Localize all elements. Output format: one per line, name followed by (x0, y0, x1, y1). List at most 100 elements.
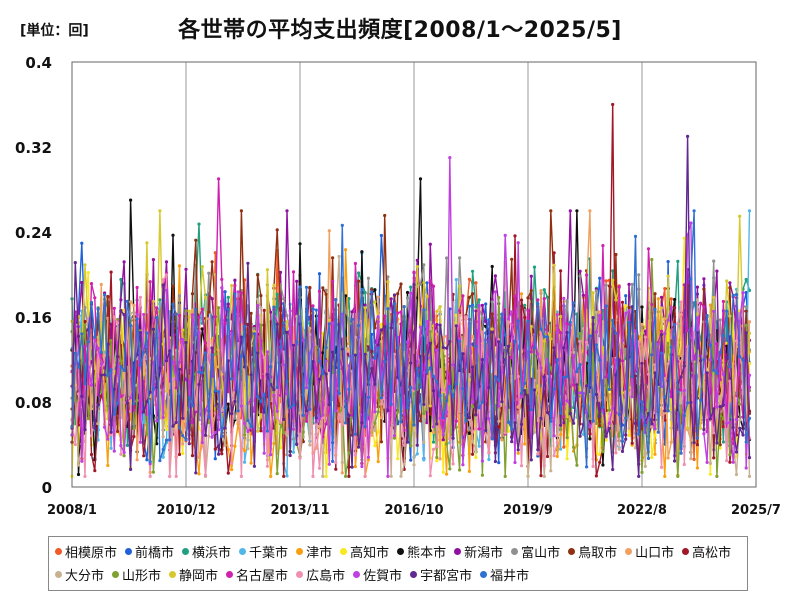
series-point (158, 209, 162, 213)
series-point (581, 327, 586, 331)
series-point (119, 309, 123, 313)
series-point (438, 394, 442, 398)
series-point (197, 382, 201, 387)
series-point (187, 442, 191, 446)
series-point (252, 332, 256, 336)
series-point (285, 474, 289, 478)
series-point (500, 370, 504, 374)
series-point (666, 409, 670, 413)
series-point (396, 311, 400, 315)
series-point (76, 472, 81, 477)
series-point (122, 368, 126, 372)
series-point (474, 344, 478, 349)
series-point (676, 390, 680, 394)
series-point (402, 443, 406, 447)
series-point (607, 387, 612, 391)
series-point (73, 351, 77, 356)
series-point (376, 343, 380, 347)
series-point (334, 467, 338, 471)
series-point (129, 300, 133, 304)
series-point (539, 474, 543, 478)
series-point (721, 363, 726, 367)
series-point (155, 316, 159, 320)
series-point (210, 353, 214, 357)
series-point (484, 319, 488, 323)
series-point (278, 306, 283, 310)
series-point (213, 251, 217, 255)
series-point (226, 302, 230, 306)
series-point (428, 279, 432, 283)
series-point (581, 404, 586, 408)
series-point (575, 209, 579, 213)
series-point (383, 314, 387, 318)
series-point (565, 457, 569, 461)
series-point (448, 467, 452, 471)
series-point (155, 306, 159, 310)
series-point (422, 402, 426, 406)
series-point (337, 412, 341, 416)
series-point (353, 335, 357, 339)
series-point (643, 329, 647, 333)
series-point (630, 441, 634, 445)
series-point (614, 252, 618, 257)
series-point (686, 329, 690, 333)
legend-label: 鳥取市 (578, 546, 618, 561)
series-point (233, 416, 237, 420)
series-point (213, 430, 217, 435)
series-point (256, 351, 260, 355)
series-point (669, 345, 673, 349)
series-point (617, 358, 621, 362)
series-point (510, 257, 514, 261)
series-point (435, 459, 439, 463)
series-point (620, 338, 625, 343)
series-point (474, 426, 478, 430)
series-point (689, 457, 693, 461)
series-point (213, 389, 217, 393)
series-point (731, 425, 735, 430)
series-point (125, 401, 129, 405)
series-point (125, 443, 129, 447)
series-point (549, 337, 553, 341)
legend-item: 千葉市 (239, 540, 288, 563)
series-point (490, 264, 494, 269)
series-point (438, 305, 442, 309)
series-point (155, 419, 159, 423)
series-point (230, 284, 234, 288)
series-point (304, 285, 309, 289)
series-point (474, 309, 478, 313)
series-point (415, 360, 419, 364)
series-point (650, 455, 654, 460)
series-point (230, 329, 234, 333)
series-point (112, 315, 116, 319)
series-point (164, 427, 169, 432)
series-point (275, 292, 279, 296)
series-point (598, 423, 602, 428)
series-point (474, 305, 478, 309)
series-point (617, 434, 621, 438)
series-point (565, 415, 569, 419)
series-point (210, 297, 214, 301)
series-point (734, 339, 739, 343)
series-point (197, 472, 201, 476)
series-point (262, 392, 266, 396)
series-point (431, 374, 436, 379)
series-point (559, 427, 563, 431)
series-point (611, 269, 615, 273)
series-point (197, 315, 201, 320)
series-point (392, 434, 397, 438)
legend-marker (682, 548, 690, 555)
series-point (83, 344, 87, 348)
series-point (184, 309, 188, 313)
series-point (83, 319, 87, 324)
series-point (405, 290, 410, 295)
series-point (682, 462, 686, 467)
series-point (402, 462, 406, 466)
series-point (148, 460, 152, 464)
series-point (715, 371, 719, 375)
series-point (728, 314, 732, 318)
series-point (418, 282, 423, 286)
series-point (331, 459, 335, 463)
series-point (490, 437, 494, 441)
series-point (673, 306, 677, 310)
series-point (594, 343, 599, 347)
